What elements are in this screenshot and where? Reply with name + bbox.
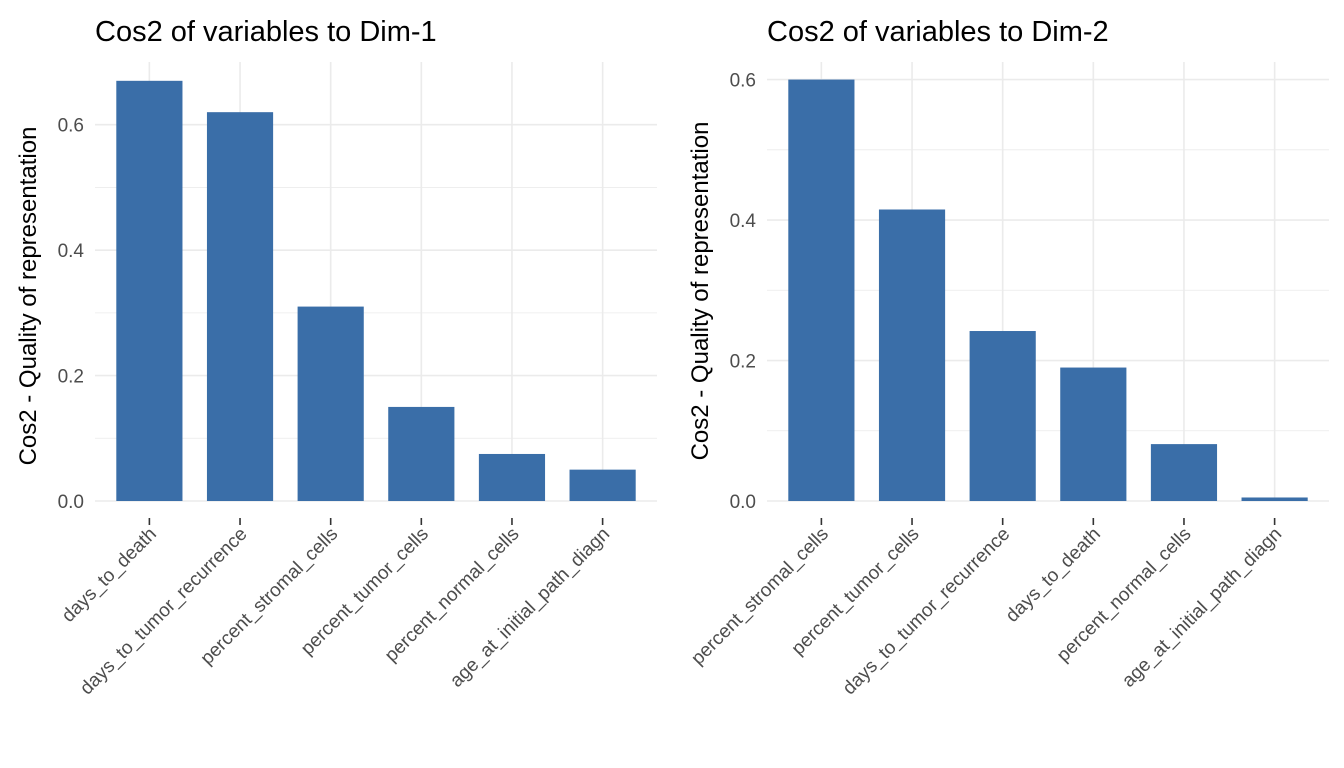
bar [569,469,636,501]
x-tick-label: age_at_initial_path_diagn [1118,524,1286,692]
y-axis-label: Cos2 - Quality of representation [15,127,42,466]
chart-panel-dim2: Cos2 of variables to Dim-2 Cos2 - Qualit… [687,16,1329,699]
bar [388,406,455,501]
y-tick-label: 0.2 [730,352,756,373]
bars [116,80,636,502]
x-tick-label: days_to_tumor_recurrence [839,524,1014,699]
bar [969,331,1036,501]
y-tick-label: 0.2 [58,367,84,388]
bar [206,112,274,502]
x-tick-label: days_to_tumor_recurrence [76,524,251,699]
x-tick-label: days_to_death [58,524,161,627]
bar [1150,444,1218,501]
y-tick-label: 0.4 [730,211,757,232]
y-tick-label: 0.6 [58,116,84,137]
chart-title: Cos2 of variables to Dim-1 [95,16,437,48]
bar [788,79,855,501]
bar [878,209,946,501]
bar [478,453,546,501]
x-tick-labels: days_to_death days_to_tumor_recurrence p… [58,524,614,699]
bar [1060,367,1127,501]
bar [116,80,183,502]
y-tick-labels: 0.0 0.2 0.4 0.6 [58,116,85,513]
x-tick-label: age_at_initial_path_diagn [446,524,614,692]
y-tick-labels: 0.0 0.2 0.4 0.6 [730,71,757,513]
y-tick-label: 0.0 [58,492,84,513]
bar [297,306,364,501]
y-tick-label: 0.0 [730,492,756,513]
x-tick-labels: percent_stromal_cells percent_tumor_cell… [687,524,1286,699]
bar [1241,497,1308,501]
x-tick-label: days_to_death [1002,524,1105,627]
bars [788,79,1308,501]
y-tick-label: 0.6 [730,71,756,92]
y-axis-label: Cos2 - Quality of representation [687,122,714,461]
y-tick-label: 0.4 [58,241,85,262]
chart-title: Cos2 of variables to Dim-2 [767,16,1109,48]
chart-panel-dim1: Cos2 of variables to Dim-1 Cos2 - Qualit… [15,16,657,699]
